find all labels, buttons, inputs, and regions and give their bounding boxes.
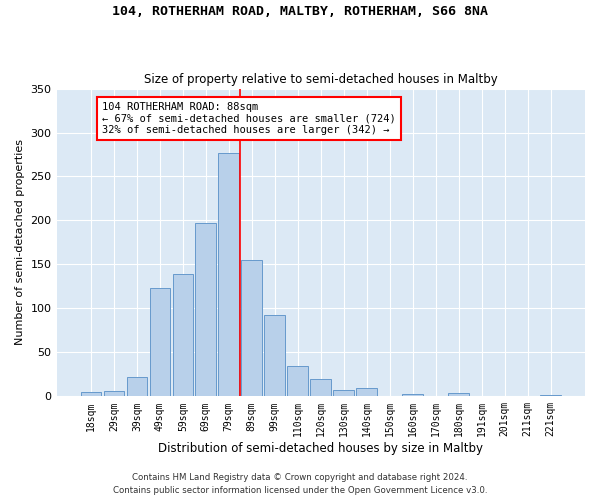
Bar — [403, 394, 423, 396]
Bar — [540, 394, 561, 396]
Bar — [104, 391, 124, 396]
Text: Contains HM Land Registry data © Crown copyright and database right 2024.
Contai: Contains HM Land Registry data © Crown c… — [113, 474, 487, 495]
Bar — [287, 366, 308, 396]
Bar — [241, 260, 262, 396]
Bar — [448, 393, 469, 396]
Bar — [265, 314, 285, 396]
Bar — [310, 378, 331, 396]
Bar — [127, 377, 147, 396]
Text: 104 ROTHERHAM ROAD: 88sqm
← 67% of semi-detached houses are smaller (724)
32% of: 104 ROTHERHAM ROAD: 88sqm ← 67% of semi-… — [103, 102, 396, 135]
X-axis label: Distribution of semi-detached houses by size in Maltby: Distribution of semi-detached houses by … — [158, 442, 483, 455]
Bar — [149, 288, 170, 397]
Bar — [80, 392, 101, 396]
Y-axis label: Number of semi-detached properties: Number of semi-detached properties — [15, 140, 25, 346]
Bar — [218, 152, 239, 396]
Text: 104, ROTHERHAM ROAD, MALTBY, ROTHERHAM, S66 8NA: 104, ROTHERHAM ROAD, MALTBY, ROTHERHAM, … — [112, 5, 488, 18]
Bar — [196, 223, 216, 396]
Title: Size of property relative to semi-detached houses in Maltby: Size of property relative to semi-detach… — [144, 73, 497, 86]
Bar — [356, 388, 377, 396]
Bar — [173, 274, 193, 396]
Bar — [334, 390, 354, 396]
